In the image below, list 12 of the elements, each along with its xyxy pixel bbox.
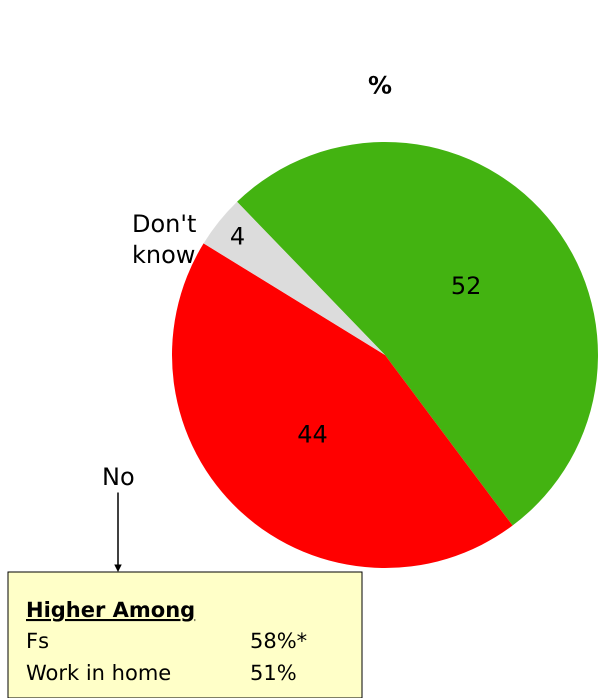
text: 58%* (250, 629, 308, 653)
text: Fs (26, 629, 50, 653)
data-label: 52 (450, 272, 482, 300)
slice-label: No (102, 463, 135, 491)
text: 51% (250, 661, 297, 685)
chart-title: % (368, 71, 392, 100)
data-label: 44 (297, 420, 328, 448)
slice-label: Don't know (132, 210, 196, 270)
text: Work in home (26, 661, 172, 685)
pie-slice (204, 202, 385, 355)
text: Higher Among (26, 598, 196, 622)
data-label: 4 (230, 222, 246, 250)
